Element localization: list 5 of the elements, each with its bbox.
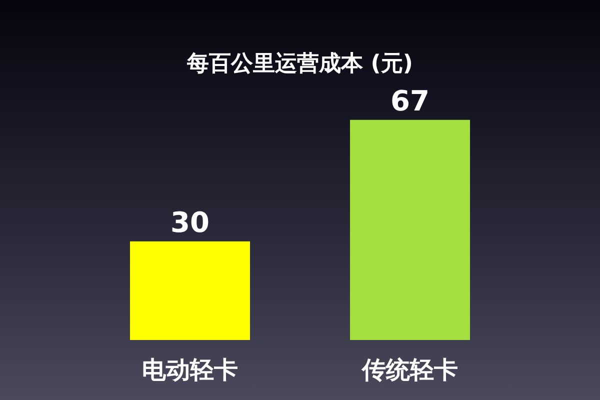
data-label: 67 (390, 84, 430, 118)
chart-title: 每百公里运营成本 (元) (186, 52, 413, 76)
data-label: 30 (170, 206, 210, 239)
x-tick-label: 电动轻卡 (142, 356, 238, 384)
x-tick-label: 传统轻卡 (361, 356, 458, 384)
